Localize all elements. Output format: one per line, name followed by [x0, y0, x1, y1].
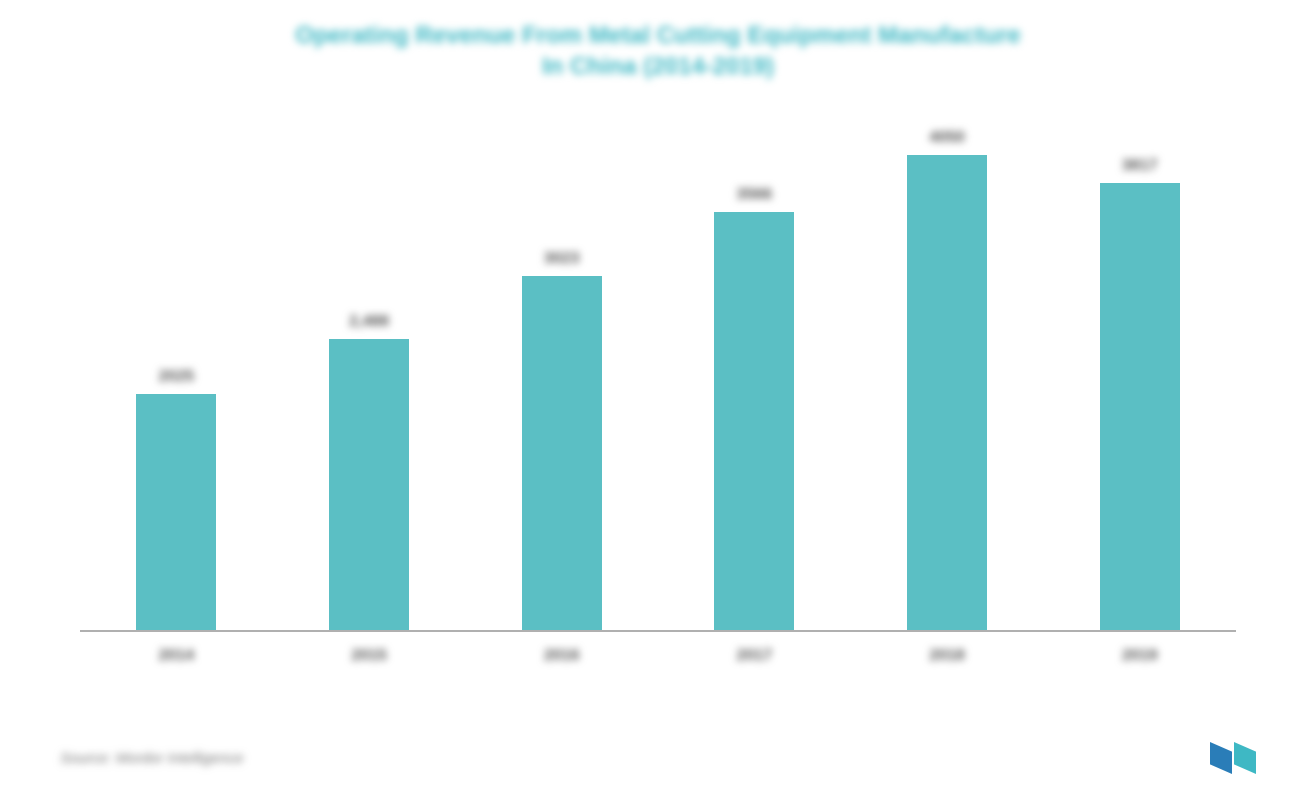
bar-value-label: 2,488	[349, 313, 389, 331]
x-axis-label: 2015	[273, 647, 466, 665]
chart-footer: Source: Mordor Intelligence	[60, 742, 1256, 774]
x-axis-labels: 201420152016201720182019	[40, 647, 1276, 665]
bar-value-label: 3817	[1122, 157, 1158, 175]
x-axis-label: 2019	[1043, 647, 1236, 665]
bar-value-label: 2025	[159, 368, 195, 386]
bar	[1100, 183, 1180, 633]
bar	[907, 155, 987, 632]
bar-value-label: 3566	[737, 186, 773, 204]
bar	[329, 339, 409, 632]
x-axis-label: 2018	[851, 647, 1044, 665]
bar	[136, 394, 216, 633]
x-axis-label: 2017	[658, 647, 851, 665]
chart-title: Operating Revenue From Metal Cutting Equ…	[40, 20, 1276, 82]
bar-group: 3817	[1043, 102, 1236, 632]
bar-group: 3023	[465, 102, 658, 632]
bars-container: 2025 2,488 3023 3566 4050 3817	[40, 102, 1276, 632]
logo-shape-1	[1210, 742, 1232, 774]
bar-value-label: 3023	[544, 250, 580, 268]
bar	[522, 276, 602, 632]
source-attribution: Source: Mordor Intelligence	[60, 750, 243, 767]
x-axis	[80, 630, 1236, 632]
title-line-1: Operating Revenue From Metal Cutting Equ…	[295, 22, 1020, 49]
bar-group: 3566	[658, 102, 851, 632]
bar-group: 4050	[851, 102, 1044, 632]
chart-area: 2025 2,488 3023 3566 4050 3817	[40, 102, 1276, 632]
bar-group: 2,488	[273, 102, 466, 632]
title-line-2: In China (2014-2019)	[542, 53, 774, 80]
bar-value-label: 4050	[929, 129, 965, 147]
x-axis-label: 2014	[80, 647, 273, 665]
bar-group: 2025	[80, 102, 273, 632]
logo-shape-2	[1234, 742, 1256, 774]
x-axis-label: 2016	[465, 647, 658, 665]
bar	[714, 212, 794, 632]
chart-container: Operating Revenue From Metal Cutting Equ…	[40, 20, 1276, 779]
brand-logo	[1210, 742, 1256, 774]
